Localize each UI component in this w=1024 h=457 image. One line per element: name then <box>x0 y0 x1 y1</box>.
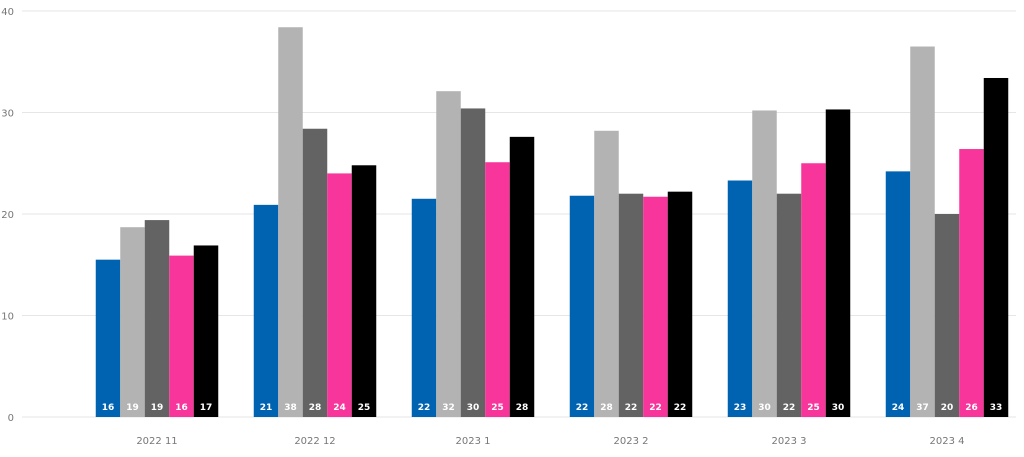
data-label: 23 <box>734 403 747 413</box>
x-tick-label: 2023 1 <box>456 436 491 447</box>
bar <box>169 255 194 417</box>
x-tick-label: 2023 4 <box>930 436 965 447</box>
y-tick-label: 30 <box>1 109 14 120</box>
bar <box>327 173 352 417</box>
bar <box>95 259 121 417</box>
data-label: 24 <box>333 403 346 413</box>
bar <box>934 214 960 417</box>
data-label: 24 <box>892 403 905 413</box>
data-label: 22 <box>783 403 796 413</box>
x-axis: 2022 11 2022 12 2023 1 2023 2 2023 3 2023 4 <box>136 436 964 447</box>
bar <box>120 227 145 417</box>
data-label: 22 <box>649 403 662 413</box>
bar <box>959 149 984 418</box>
x-tick-label: 2022 11 <box>136 436 177 447</box>
y-axis: 0 10 20 30 40 <box>1 7 14 424</box>
bar <box>460 108 486 417</box>
bar <box>193 245 219 417</box>
bar <box>302 128 328 418</box>
data-label: 19 <box>151 403 164 413</box>
data-label: 28 <box>309 403 322 413</box>
x-tick-label: 2023 2 <box>614 436 649 447</box>
bar <box>278 27 303 418</box>
data-label: 19 <box>126 403 139 413</box>
bar <box>752 110 777 417</box>
data-label: 30 <box>467 403 480 413</box>
bar <box>885 171 911 417</box>
bar <box>618 193 644 417</box>
data-label: 16 <box>175 403 188 413</box>
bar <box>144 220 170 417</box>
y-tick-label: 0 <box>8 413 14 424</box>
bar <box>411 198 437 417</box>
y-tick-label: 10 <box>1 312 14 323</box>
x-tick-label: 2022 12 <box>294 436 335 447</box>
data-label: 17 <box>200 403 213 413</box>
bar <box>727 180 753 417</box>
data-label: 22 <box>418 403 431 413</box>
data-label: 22 <box>625 403 638 413</box>
bar <box>910 46 935 418</box>
data-label: 38 <box>284 403 297 413</box>
bar <box>351 165 377 417</box>
bar <box>667 191 693 417</box>
data-label: 25 <box>491 403 504 413</box>
bar <box>569 195 595 417</box>
bar <box>776 193 802 417</box>
x-tick-label: 2023 3 <box>772 436 807 447</box>
bar <box>643 196 668 417</box>
data-label: 28 <box>600 403 613 413</box>
bars <box>95 27 1009 418</box>
bar <box>801 163 826 417</box>
data-label: 21 <box>260 403 273 413</box>
data-label: 16 <box>102 403 115 413</box>
data-label: 33 <box>990 403 1003 413</box>
data-label: 22 <box>576 403 589 413</box>
data-label: 32 <box>442 403 455 413</box>
y-tick-label: 40 <box>1 7 14 18</box>
data-label: 25 <box>807 403 820 413</box>
data-label: 28 <box>516 403 529 413</box>
bar <box>485 162 510 417</box>
data-label: 37 <box>916 403 929 413</box>
data-label: 25 <box>358 403 371 413</box>
bar <box>509 136 535 418</box>
bar <box>436 91 461 417</box>
data-label: 26 <box>965 403 978 413</box>
bar <box>594 130 619 417</box>
data-label: 30 <box>832 403 845 413</box>
bar <box>253 204 279 417</box>
data-label: 30 <box>758 403 771 413</box>
data-labels: 16 19 19 16 17 21 38 28 24 25 22 32 30 25 28 22 28 22 22 22… <box>102 403 1003 413</box>
bar <box>983 77 1009 418</box>
data-label: 20 <box>941 403 954 413</box>
bar <box>825 109 851 417</box>
data-label: 22 <box>674 403 687 413</box>
y-tick-label: 20 <box>1 210 14 221</box>
